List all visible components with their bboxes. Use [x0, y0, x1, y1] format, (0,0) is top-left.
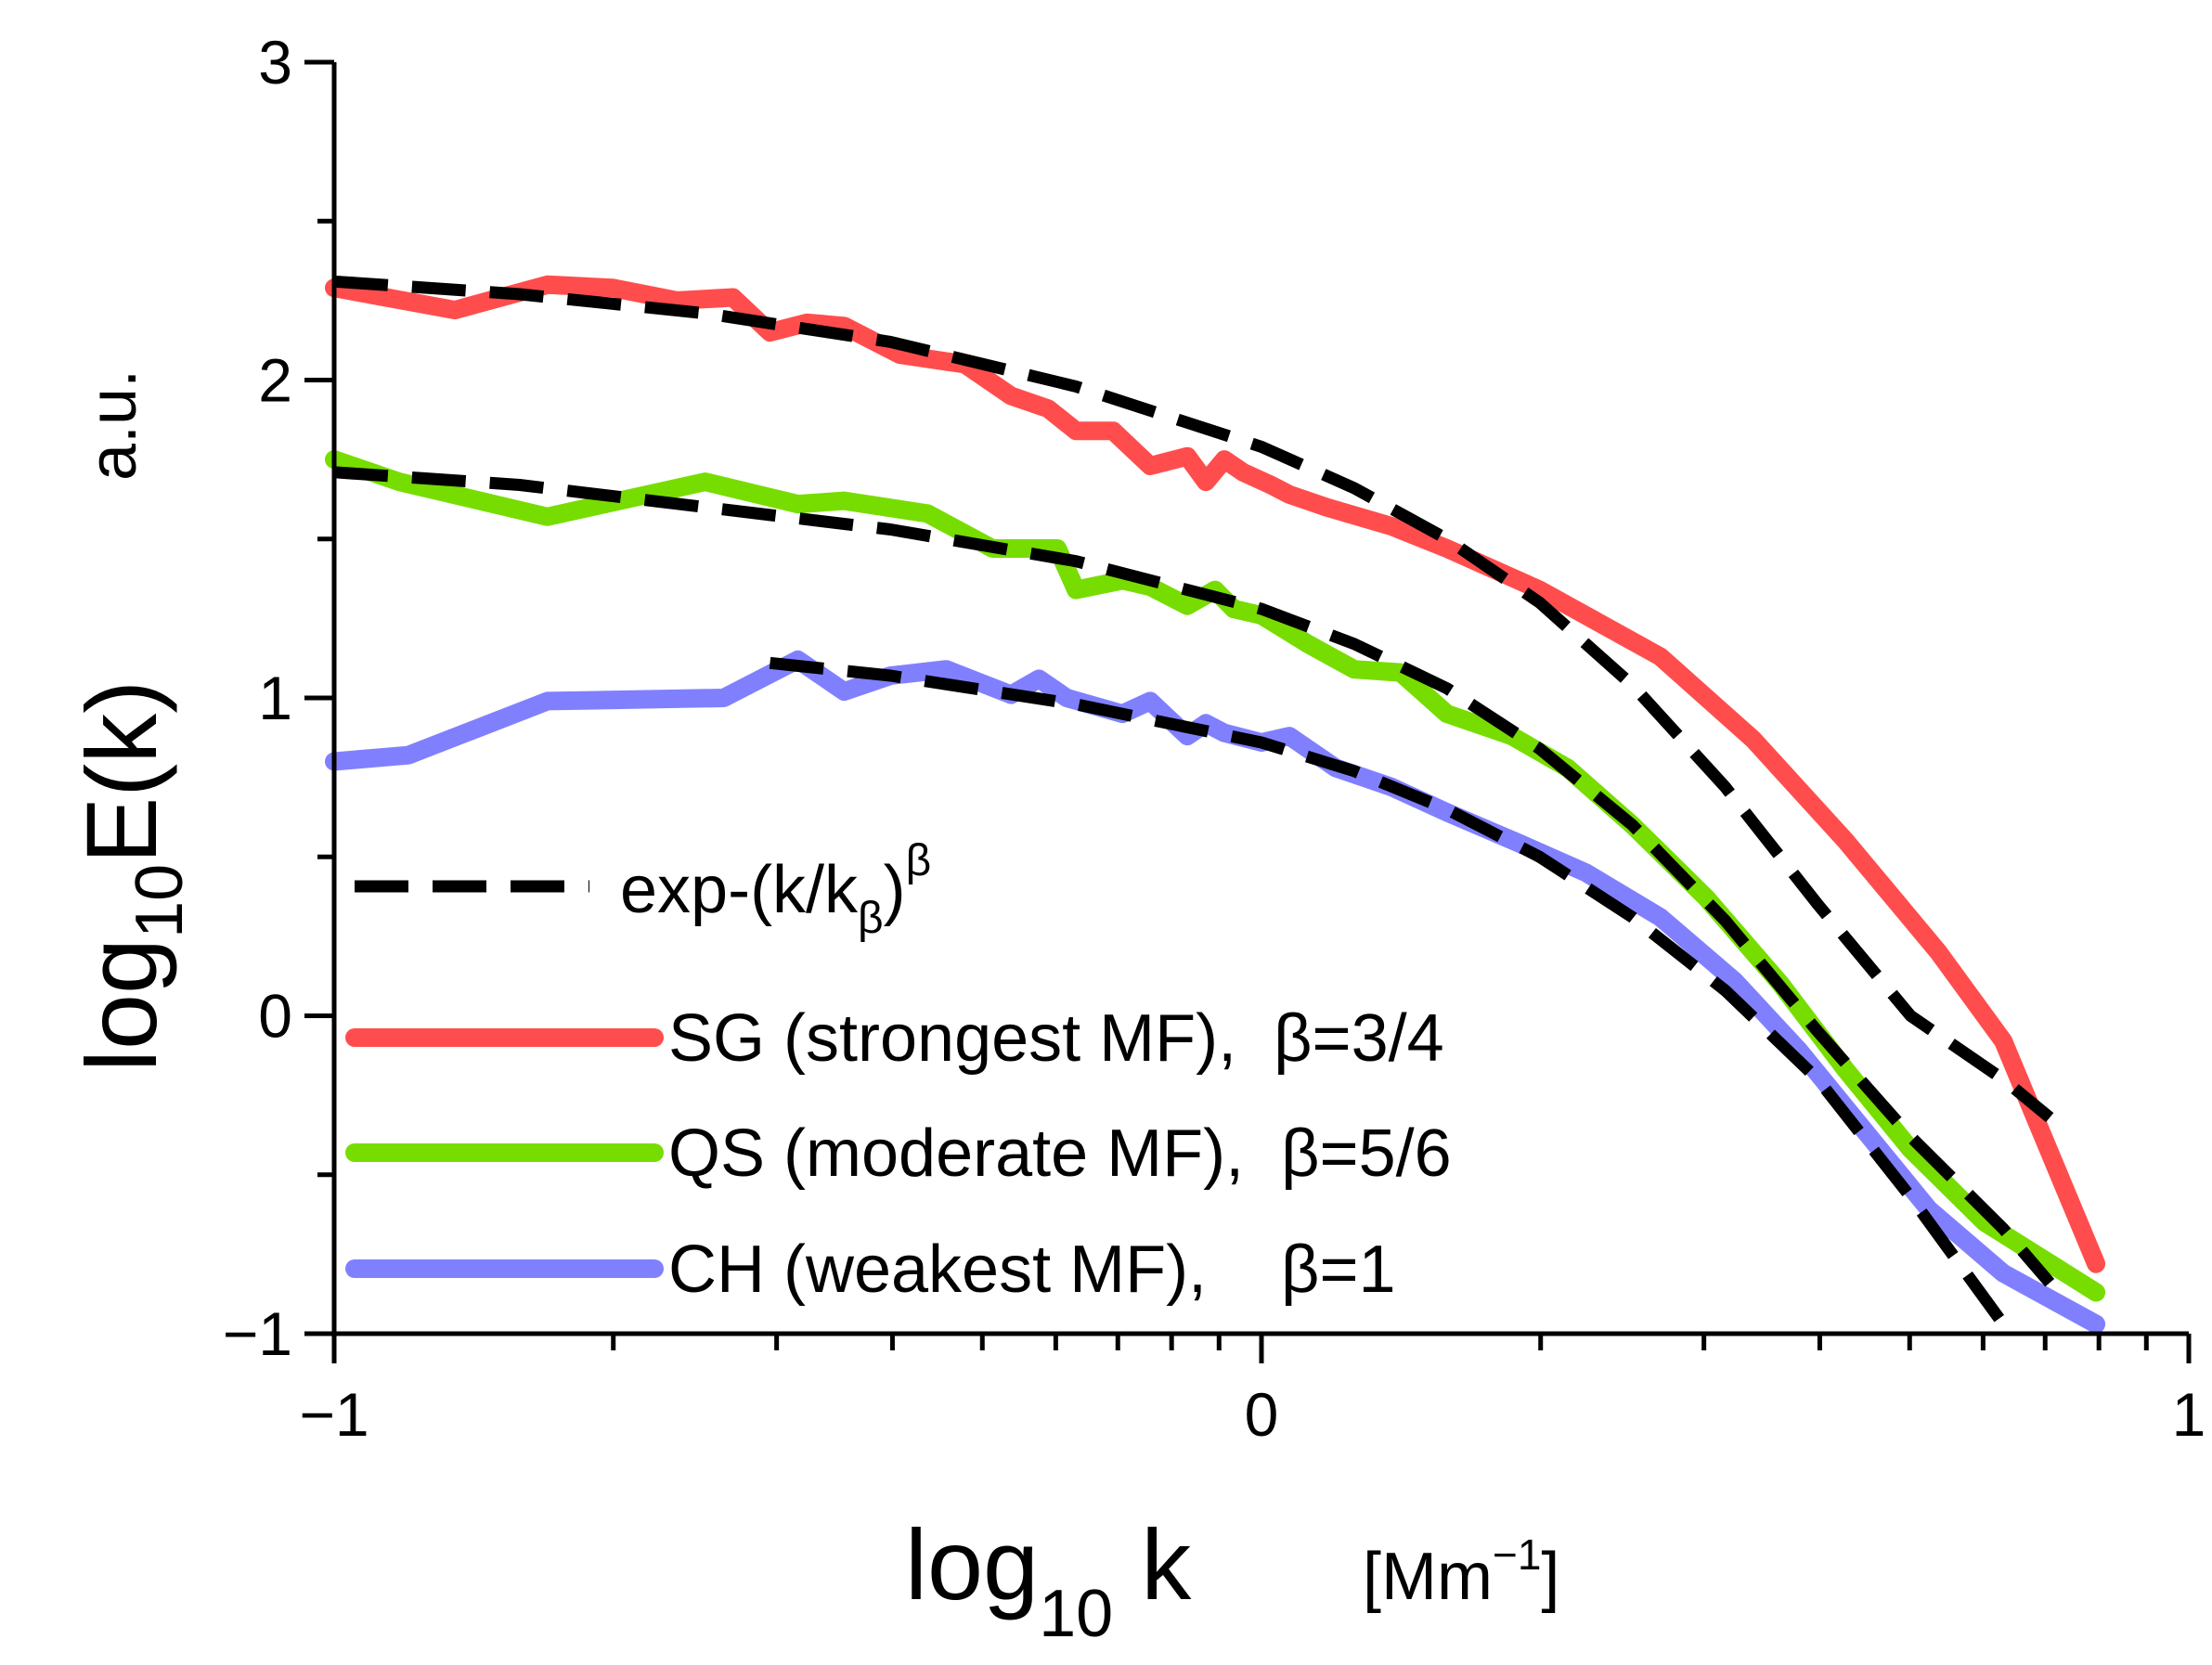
y-axis-title-sub: 10: [123, 864, 197, 938]
series-layer: [325, 275, 2106, 1334]
x-axis-unit-close: ]: [1541, 1540, 1559, 1614]
y-axis-title-main: log: [65, 938, 177, 1072]
y-tick-label: 2: [258, 346, 292, 415]
legend-label-fit: exp-(k/kβ)β: [620, 836, 931, 943]
y-tick-label: 1: [258, 664, 292, 732]
y-tick-label: 0: [258, 982, 292, 1051]
legend-fit-sub: β: [858, 894, 884, 943]
legend-fit-sup: β: [906, 836, 932, 885]
x-axis-unit-sup: −1: [1493, 1530, 1541, 1579]
x-tick-label: 1: [2172, 1380, 2206, 1449]
legend-label-ch: CH (weakest MF), β=1: [668, 1233, 1396, 1307]
y-axis-title-var: E(k): [65, 680, 177, 864]
x-axis-unit: [Mm−1]: [1363, 1530, 1559, 1614]
legend: exp-(k/kβ)β SG (strongest MF), β=3/4 QS …: [345, 836, 1452, 1307]
y-axis-title-group: log10E(k) a.u.: [65, 369, 197, 1072]
x-axis-title-var: k: [1113, 1508, 1192, 1620]
x-tick-label: 0: [1245, 1380, 1279, 1449]
series-line-fit-sg: [333, 275, 2054, 1123]
axes-layer: [304, 59, 2192, 1363]
y-axis-title: log10E(k): [65, 680, 197, 1072]
x-axis-title: log10 k: [905, 1508, 1192, 1651]
series-line-ch-weakest-mf: [325, 650, 2106, 1334]
legend-label-qs: QS (moderate MF), β=5/6: [668, 1116, 1452, 1191]
series-line-fit-ch: [769, 656, 2009, 1328]
x-axis-title-sub: 10: [1039, 1577, 1113, 1651]
series-line-fit-qs: [333, 466, 2055, 1287]
x-tick-label: −1: [299, 1380, 369, 1449]
y-tick-label: −1: [223, 1299, 292, 1368]
legend-label-sg: SG (strongest MF), β=3/4: [668, 1001, 1444, 1076]
tick-labels: −1 0 1 2 3 −1 0 1: [223, 28, 2206, 1449]
y-tick-label: 3: [258, 28, 292, 97]
x-axis-unit-open: [Mm: [1363, 1540, 1493, 1614]
y-axis-unit: a.u.: [76, 369, 150, 481]
legend-fit-close: ): [884, 853, 906, 927]
series-line-sg-strongest-mf: [325, 275, 2106, 1273]
x-axis-title-main: log: [905, 1508, 1039, 1620]
legend-fit-text: exp-(k/k: [620, 853, 859, 927]
